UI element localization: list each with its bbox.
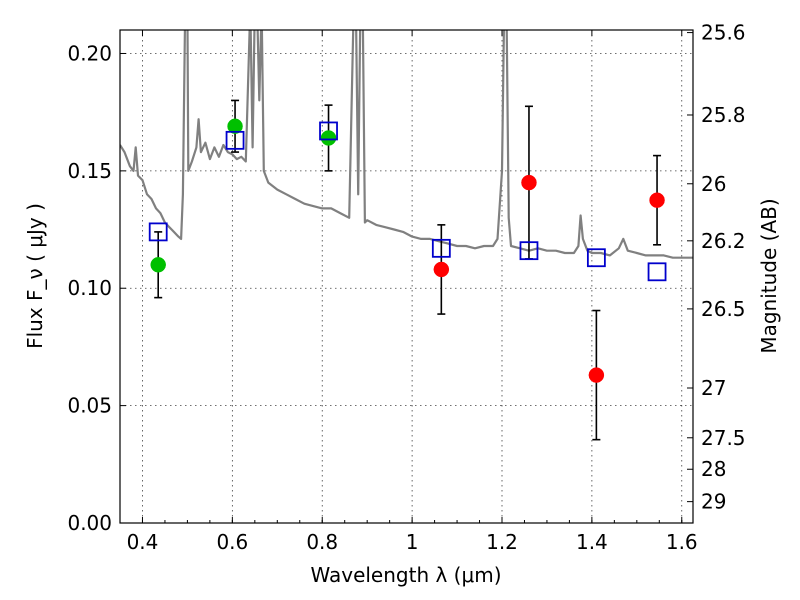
x-tick-label: 1 bbox=[406, 530, 419, 554]
plot-background bbox=[120, 30, 693, 523]
y-axis-label: Flux F_ν ( μJy ) bbox=[23, 203, 47, 349]
x-tick-label: 0.6 bbox=[216, 530, 248, 554]
data-point-circle bbox=[227, 118, 243, 135]
data-point-circle bbox=[521, 174, 537, 191]
y-tick-label: 0.05 bbox=[67, 394, 112, 418]
spectrum-line bbox=[120, 30, 693, 259]
y-axis-right-label: Magnitude (AB) bbox=[757, 198, 781, 353]
y-tick-label: 0.15 bbox=[67, 159, 112, 183]
y-tick-label: 0.00 bbox=[67, 511, 112, 535]
right-tick-label: 28 bbox=[701, 457, 726, 481]
x-tick-label: 1.2 bbox=[486, 530, 518, 554]
right-tick-label: 25.8 bbox=[701, 103, 746, 127]
y-tick-label: 0.20 bbox=[67, 41, 112, 65]
data-points bbox=[148, 99, 667, 441]
axis-ticks: 0.4 0.6 0.8 1 1.2 1.4 1.6 0.00 0.05 0.10 0.15 0.20 2… bbox=[67, 21, 745, 554]
plot-frame bbox=[119, 29, 694, 524]
data-point-circle bbox=[433, 261, 450, 278]
data-point-square bbox=[431, 238, 451, 258]
x-tick-label: 1.4 bbox=[576, 530, 608, 554]
x-tick-label: 1.6 bbox=[666, 530, 698, 554]
data-point-square bbox=[148, 222, 168, 242]
data-point-square bbox=[225, 130, 245, 150]
data-point-circle bbox=[320, 130, 337, 146]
data-point-circle bbox=[588, 367, 605, 383]
right-tick-label: 25.6 bbox=[701, 21, 746, 45]
x-tick-label: 0.8 bbox=[306, 530, 338, 554]
data-point-circle bbox=[649, 192, 665, 208]
data-point-square bbox=[586, 248, 606, 268]
right-tick-label: 26 bbox=[701, 172, 726, 196]
right-tick-label: 27 bbox=[701, 376, 726, 400]
x-tick-label: 0.4 bbox=[127, 530, 159, 554]
right-tick-label: 27.5 bbox=[701, 426, 746, 450]
data-point-square bbox=[519, 241, 539, 261]
spectrum-path bbox=[120, 30, 693, 259]
y-tick-label: 0.10 bbox=[67, 276, 112, 300]
data-point-circle bbox=[150, 257, 166, 273]
right-tick-label: 26.5 bbox=[701, 297, 746, 321]
x-axis-label: Wavelength λ (μm) bbox=[310, 563, 501, 587]
data-point-square bbox=[319, 121, 338, 141]
data-point-square bbox=[647, 262, 667, 282]
right-tick-label: 26.2 bbox=[701, 229, 746, 253]
right-tick-label: 29 bbox=[701, 490, 726, 514]
